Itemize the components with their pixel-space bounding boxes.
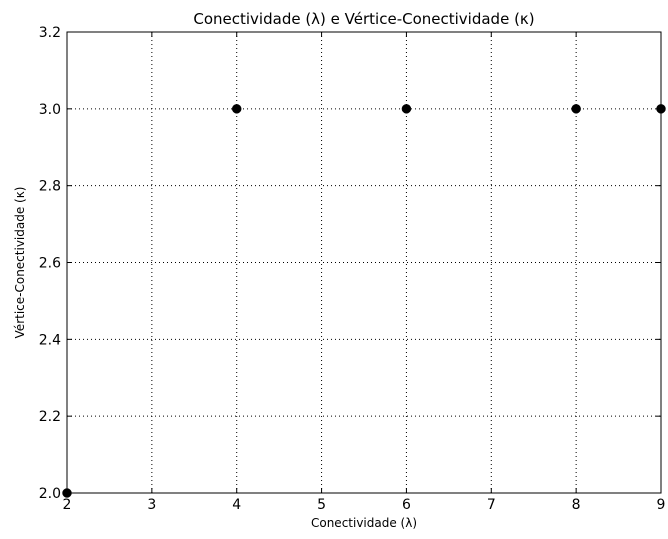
x-tick-label: 2 [63, 497, 72, 513]
data-point [571, 104, 581, 114]
data-point [231, 104, 242, 114]
y-axis-label: Vértice-Conectividade (κ) [13, 187, 27, 339]
x-tick-label: 3 [147, 497, 156, 513]
x-tick-label: 6 [402, 497, 411, 513]
y-tick-label: 2.4 [39, 332, 61, 348]
x-tick-label: 7 [487, 497, 496, 513]
x-tick-label: 4 [232, 497, 241, 513]
y-tick-label: 3.2 [39, 25, 61, 41]
y-tick-label: 2.6 [39, 256, 61, 272]
y-tick-label: 3.0 [39, 102, 61, 118]
y-tick-label: 2.0 [39, 486, 61, 502]
x-tick-label: 5 [317, 497, 326, 513]
plot-frame [66, 31, 662, 494]
y-tick-label: 2.8 [39, 179, 61, 195]
x-axis-label: Conectividade (λ) [311, 516, 417, 530]
y-tick-label: 2.2 [39, 409, 61, 425]
x-tick-label: 9 [657, 497, 666, 513]
data-point [401, 104, 412, 114]
chart-title: Conectividade (λ) e Vértice-Conectividad… [193, 10, 534, 28]
y-tick-labels: 2.0 2.2 2.4 2.6 2.8 3.0 3.2 [39, 25, 61, 502]
x-tick-labels: 2 3 4 5 6 7 8 9 [63, 497, 666, 513]
x-tick-label: 8 [572, 497, 581, 513]
